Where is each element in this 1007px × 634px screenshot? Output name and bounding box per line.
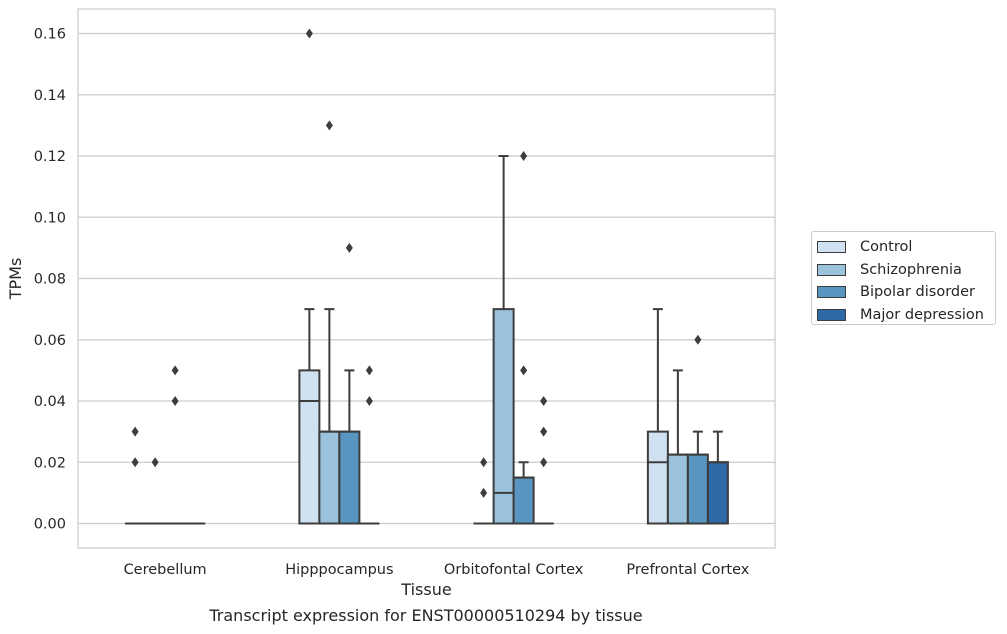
outlier-point [480, 457, 488, 468]
legend-swatch-bipolar-disorder [817, 286, 846, 299]
x-tick-label: Hipppocampus [285, 562, 393, 578]
legend-item-major-depression: Major depression [817, 304, 995, 327]
legend-label-bipolar-disorder: Bipolar disorder [860, 284, 975, 301]
legend-item-bipolar-disorder: Bipolar disorder [817, 281, 995, 304]
outlier-point [345, 242, 353, 253]
x-axis-ticks: Cerebellum Hipppocampus Orbitofontal Corte… [124, 562, 750, 578]
box-body [686, 453, 709, 525]
box-body [706, 461, 729, 525]
y-axis-label: TPMs [6, 258, 25, 301]
box [686, 430, 709, 525]
box [512, 461, 535, 525]
x-axis-label: Tissue [400, 580, 451, 599]
box [666, 369, 689, 525]
y-axis-ticks: 0.00 0.02 0.04 0.06 0.08 0.10 0.12 0.14 0.16 [34, 27, 66, 533]
y-tick-label: 0.12 [34, 149, 66, 165]
outlier-point [480, 487, 488, 498]
legend-item-control: Control [817, 236, 995, 259]
legend-label-control: Control [860, 239, 913, 256]
y-tick-label: 0.14 [34, 88, 66, 104]
y-tick-label: 0.00 [34, 517, 66, 533]
box [706, 430, 729, 525]
box-body [318, 430, 341, 525]
box [338, 369, 361, 525]
legend-label-schizophrenia: Schizophrenia [860, 261, 962, 278]
legend-item-schizophrenia: Schizophrenia [817, 259, 995, 282]
box-body [338, 430, 361, 525]
outlier-point [365, 365, 373, 376]
outliers [131, 28, 702, 498]
outlier-point [131, 426, 139, 437]
boxes [125, 155, 729, 525]
box [318, 308, 341, 525]
outlier-point [520, 151, 528, 161]
outlier-point [540, 457, 548, 468]
y-tick-label: 0.06 [34, 333, 66, 349]
x-tick-label: Cerebellum [124, 562, 207, 578]
outlier-point [131, 457, 139, 468]
y-tick-label: 0.02 [34, 455, 66, 471]
box [646, 308, 669, 525]
y-tick-label: 0.16 [34, 27, 66, 43]
box-body [492, 308, 515, 525]
legend-label-major-depression: Major depression [860, 306, 984, 323]
outlier-point [171, 365, 179, 376]
plot-frame [77, 8, 776, 549]
y-tick-label: 0.08 [34, 272, 66, 288]
x-tick-label: Prefrontal Cortex [626, 562, 749, 578]
outlier-point [540, 396, 548, 406]
outlier-point [540, 426, 548, 437]
box-body [298, 369, 321, 525]
outlier-point [325, 120, 333, 131]
chart-caption: Transcript expression for ENST0000051029… [209, 606, 643, 625]
box-body [512, 476, 535, 525]
outlier-point [151, 457, 159, 468]
outlier-point [520, 365, 528, 376]
box-body [666, 453, 689, 525]
y-tick-label: 0.04 [34, 394, 66, 410]
x-tick-label: Orbitofontal Cortex [444, 562, 584, 578]
legend-swatch-schizophrenia [817, 263, 846, 276]
legend-swatch-control [817, 241, 846, 254]
box [298, 308, 321, 525]
box-body [646, 430, 669, 525]
legend: Control Schizophrenia Bipolar disorder M… [811, 231, 996, 325]
outlier-point [365, 396, 373, 406]
outlier-point [305, 28, 313, 39]
y-tick-label: 0.10 [34, 210, 66, 226]
outlier-point [171, 396, 179, 406]
outlier-point [694, 334, 702, 345]
gridlines [78, 32, 775, 525]
box [492, 155, 515, 525]
legend-swatch-major-depression [817, 308, 846, 321]
